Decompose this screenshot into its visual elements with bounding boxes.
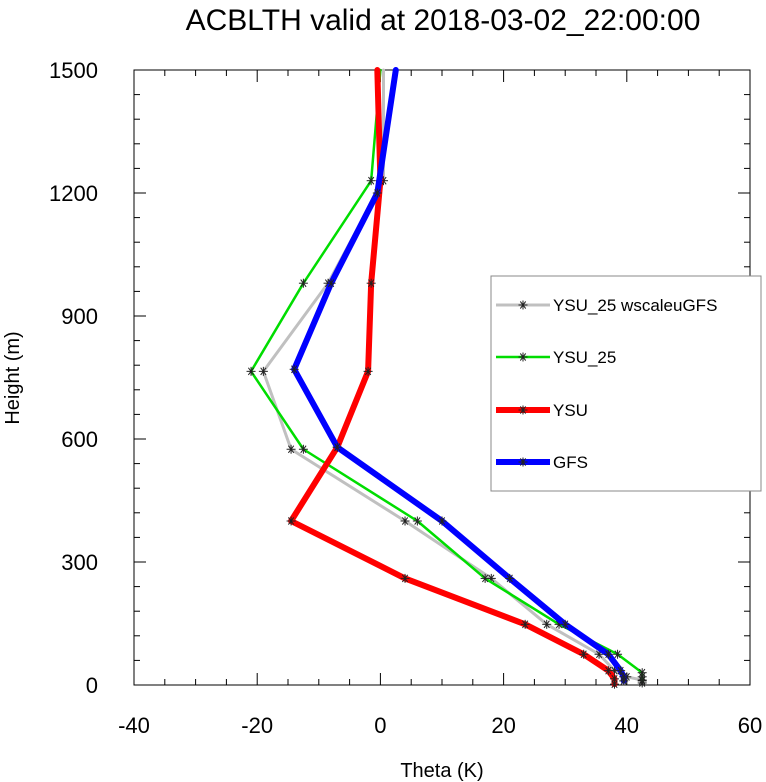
data-point xyxy=(372,188,382,198)
data-point xyxy=(560,619,570,629)
data-point xyxy=(400,516,410,526)
data-point xyxy=(412,516,422,526)
data-point xyxy=(400,573,410,583)
data-point xyxy=(286,516,296,526)
data-point xyxy=(609,674,619,684)
legend-items: YSU_25 wscaleuGFS YSU_25 YSU GFS xyxy=(496,296,717,472)
y-tick-label: 1500 xyxy=(49,58,98,83)
data-point xyxy=(613,649,623,659)
x-tick-label: 40 xyxy=(615,713,639,738)
data-point xyxy=(603,649,613,659)
legend-marker xyxy=(518,352,528,362)
data-point xyxy=(542,619,552,629)
series-gfs xyxy=(289,67,629,686)
data-point xyxy=(286,444,296,454)
chart-title: ACBLTH valid at 2018-03-02_22:00:00 xyxy=(186,4,701,37)
data-point xyxy=(520,619,530,629)
data-point xyxy=(437,516,447,526)
data-point xyxy=(289,364,299,374)
data-point xyxy=(579,649,589,659)
data-point xyxy=(619,672,629,682)
y-tick-labels: 0 300 600 900 1200 1500 xyxy=(49,58,98,698)
y-tick-label: 0 xyxy=(86,673,98,698)
y-tick-label: 1200 xyxy=(49,181,98,206)
data-point xyxy=(258,366,268,376)
legend-label: GFS xyxy=(553,453,588,472)
y-axis-label: Height (m) xyxy=(2,331,24,424)
series-lines xyxy=(246,67,647,689)
data-point xyxy=(298,278,308,288)
legend-marker xyxy=(518,405,528,415)
data-point xyxy=(363,366,373,376)
data-point xyxy=(246,366,256,376)
data-point xyxy=(298,444,308,454)
x-tick-label: 20 xyxy=(491,713,515,738)
data-point xyxy=(616,666,626,676)
series-ysu-25 xyxy=(246,68,647,686)
y-tick-label: 300 xyxy=(61,550,98,575)
x-tick-label: -40 xyxy=(118,713,150,738)
x-tick-label: 0 xyxy=(374,713,386,738)
legend-box xyxy=(490,275,762,492)
data-point xyxy=(332,442,342,452)
legend-label: YSU xyxy=(553,401,588,420)
x-tick-label: -20 xyxy=(241,713,273,738)
x-tick-label: 60 xyxy=(738,713,762,738)
legend: YSU_25 wscaleuGFS YSU_25 YSU GFS xyxy=(490,275,762,492)
data-point xyxy=(603,666,613,676)
data-point xyxy=(366,176,376,186)
data-point xyxy=(366,278,376,288)
legend-label: YSU_25 wscaleuGFS xyxy=(553,296,717,315)
data-point xyxy=(637,668,647,678)
legend-item: YSU_25 wscaleuGFS xyxy=(496,296,717,315)
y-tick-label: 900 xyxy=(61,304,98,329)
x-tick-labels: -40 -20 0 20 40 60 xyxy=(118,713,762,738)
data-point xyxy=(326,278,336,288)
legend-marker xyxy=(518,300,528,310)
y-tick-label: 600 xyxy=(61,427,98,452)
legend-label: YSU_25 xyxy=(553,348,616,367)
x-axis-label: Theta (K) xyxy=(400,760,483,782)
legend-item: YSU_25 xyxy=(496,348,616,367)
legend-item: GFS xyxy=(496,453,588,472)
legend-marker xyxy=(518,457,528,467)
data-point xyxy=(505,573,515,583)
data-point xyxy=(480,573,490,583)
legend-item: YSU xyxy=(496,401,588,420)
